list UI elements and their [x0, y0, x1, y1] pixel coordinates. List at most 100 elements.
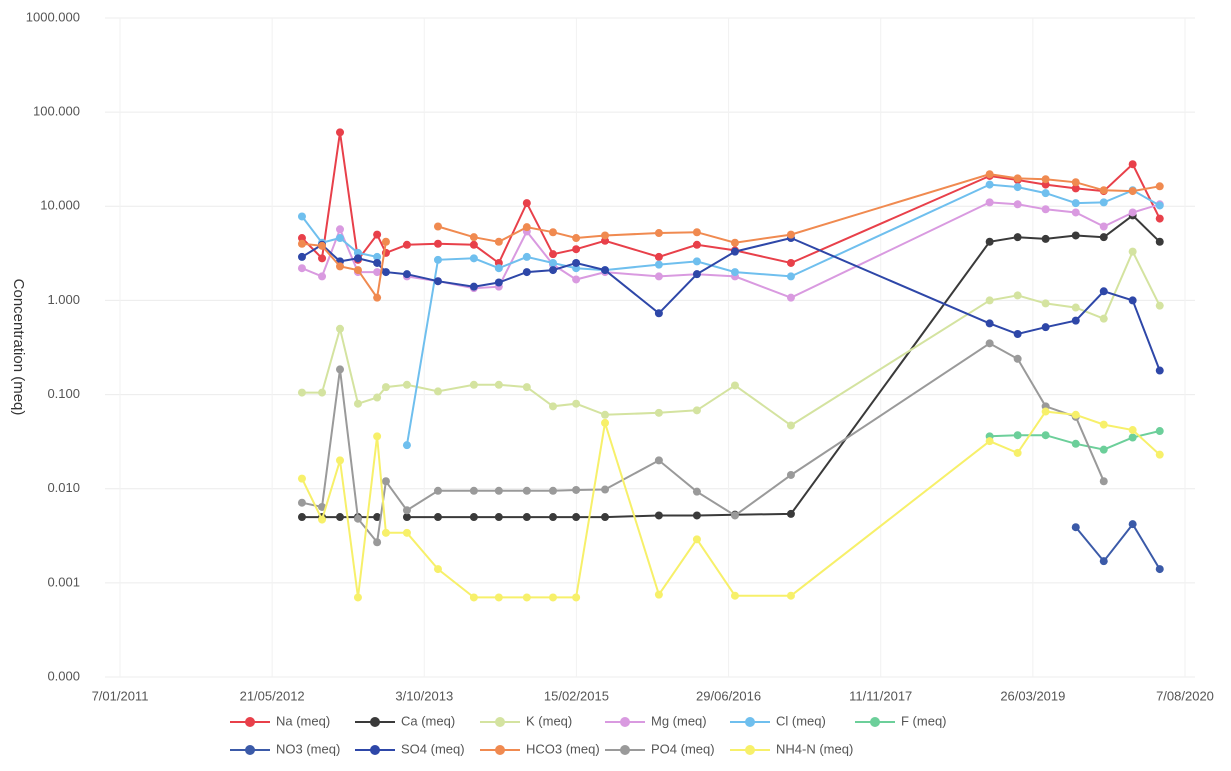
data-point — [1128, 520, 1137, 529]
data-point — [318, 241, 327, 250]
data-point — [692, 240, 701, 249]
data-point — [402, 270, 411, 279]
legend-marker — [495, 717, 505, 727]
data-point — [373, 538, 382, 547]
data-point — [548, 258, 557, 267]
data-point — [373, 230, 382, 239]
data-point — [601, 266, 610, 275]
data-point — [786, 272, 795, 281]
data-point — [318, 515, 327, 524]
data-point — [654, 309, 663, 318]
data-point — [1071, 231, 1080, 240]
data-point — [373, 513, 382, 522]
data-point — [318, 272, 327, 281]
data-point — [433, 239, 442, 248]
data-point — [1128, 208, 1137, 217]
legend-marker — [620, 745, 630, 755]
data-point — [1041, 431, 1050, 440]
data-point — [1041, 234, 1050, 243]
data-point — [548, 593, 557, 602]
data-point — [1128, 247, 1137, 256]
data-point — [786, 470, 795, 479]
data-point — [985, 198, 994, 207]
data-point — [353, 593, 362, 602]
x-tick-label: 21/05/2012 — [240, 688, 305, 703]
data-point — [572, 258, 581, 267]
legend-marker — [370, 745, 380, 755]
data-point — [730, 238, 739, 247]
data-point — [469, 282, 478, 291]
data-point — [601, 410, 610, 419]
data-point — [654, 252, 663, 261]
data-point — [572, 513, 581, 522]
data-point — [494, 380, 503, 389]
legend-marker — [245, 745, 255, 755]
data-point — [494, 264, 503, 273]
data-point — [548, 513, 557, 522]
data-point — [297, 513, 306, 522]
data-point — [1041, 299, 1050, 308]
y-tick-label: 0.000 — [47, 668, 80, 683]
data-point — [692, 511, 701, 520]
data-point — [373, 252, 382, 261]
data-point — [1013, 233, 1022, 242]
data-point — [297, 498, 306, 507]
data-point — [1155, 214, 1164, 223]
data-point — [548, 250, 557, 259]
data-point — [297, 474, 306, 483]
data-point — [1099, 186, 1108, 195]
legend-marker — [870, 717, 880, 727]
data-point — [1155, 366, 1164, 375]
series-line — [301, 342, 1105, 545]
data-point — [1155, 182, 1164, 191]
y-tick-label: 0.001 — [47, 574, 80, 589]
legend-marker — [620, 717, 630, 727]
data-point — [469, 486, 478, 495]
data-point — [469, 380, 478, 389]
data-point — [402, 240, 411, 249]
data-point — [353, 399, 362, 408]
data-point — [1071, 208, 1080, 217]
y-axis-label: Concentration (meq) — [10, 279, 27, 416]
data-point — [985, 437, 994, 446]
data-point — [433, 222, 442, 231]
legend-label: SO4 (meq) — [401, 741, 465, 756]
data-point — [297, 212, 306, 221]
series-line — [302, 249, 1161, 427]
data-point — [1155, 450, 1164, 459]
legend-label: K (meq) — [526, 713, 572, 728]
legend-label: Ca (meq) — [401, 713, 455, 728]
data-point — [494, 486, 503, 495]
data-point — [692, 535, 701, 544]
legend-label: NH4-N (meq) — [776, 741, 853, 756]
data-point — [522, 268, 531, 277]
data-point — [1155, 301, 1164, 310]
data-point — [786, 421, 795, 430]
data-point — [522, 486, 531, 495]
data-point — [1099, 445, 1108, 454]
data-point — [522, 513, 531, 522]
data-point — [1071, 410, 1080, 419]
data-point — [548, 402, 557, 411]
data-point — [601, 418, 610, 427]
data-point — [335, 324, 344, 333]
x-tick-label: 3/10/2013 — [395, 688, 453, 703]
data-point — [335, 128, 344, 137]
data-point — [1013, 200, 1022, 209]
data-point — [494, 593, 503, 602]
data-point — [786, 230, 795, 239]
data-point — [1041, 189, 1050, 198]
data-point — [373, 293, 382, 302]
data-point — [381, 383, 390, 392]
data-point — [548, 486, 557, 495]
data-point — [1071, 316, 1080, 325]
data-point — [318, 254, 327, 263]
data-point — [381, 237, 390, 246]
data-point — [1041, 407, 1050, 416]
data-point — [335, 262, 344, 271]
legend-label: HCO3 (meq) — [526, 741, 600, 756]
data-point — [353, 266, 362, 275]
data-point — [522, 383, 531, 392]
legend-label: Mg (meq) — [651, 713, 707, 728]
data-point — [297, 234, 306, 243]
